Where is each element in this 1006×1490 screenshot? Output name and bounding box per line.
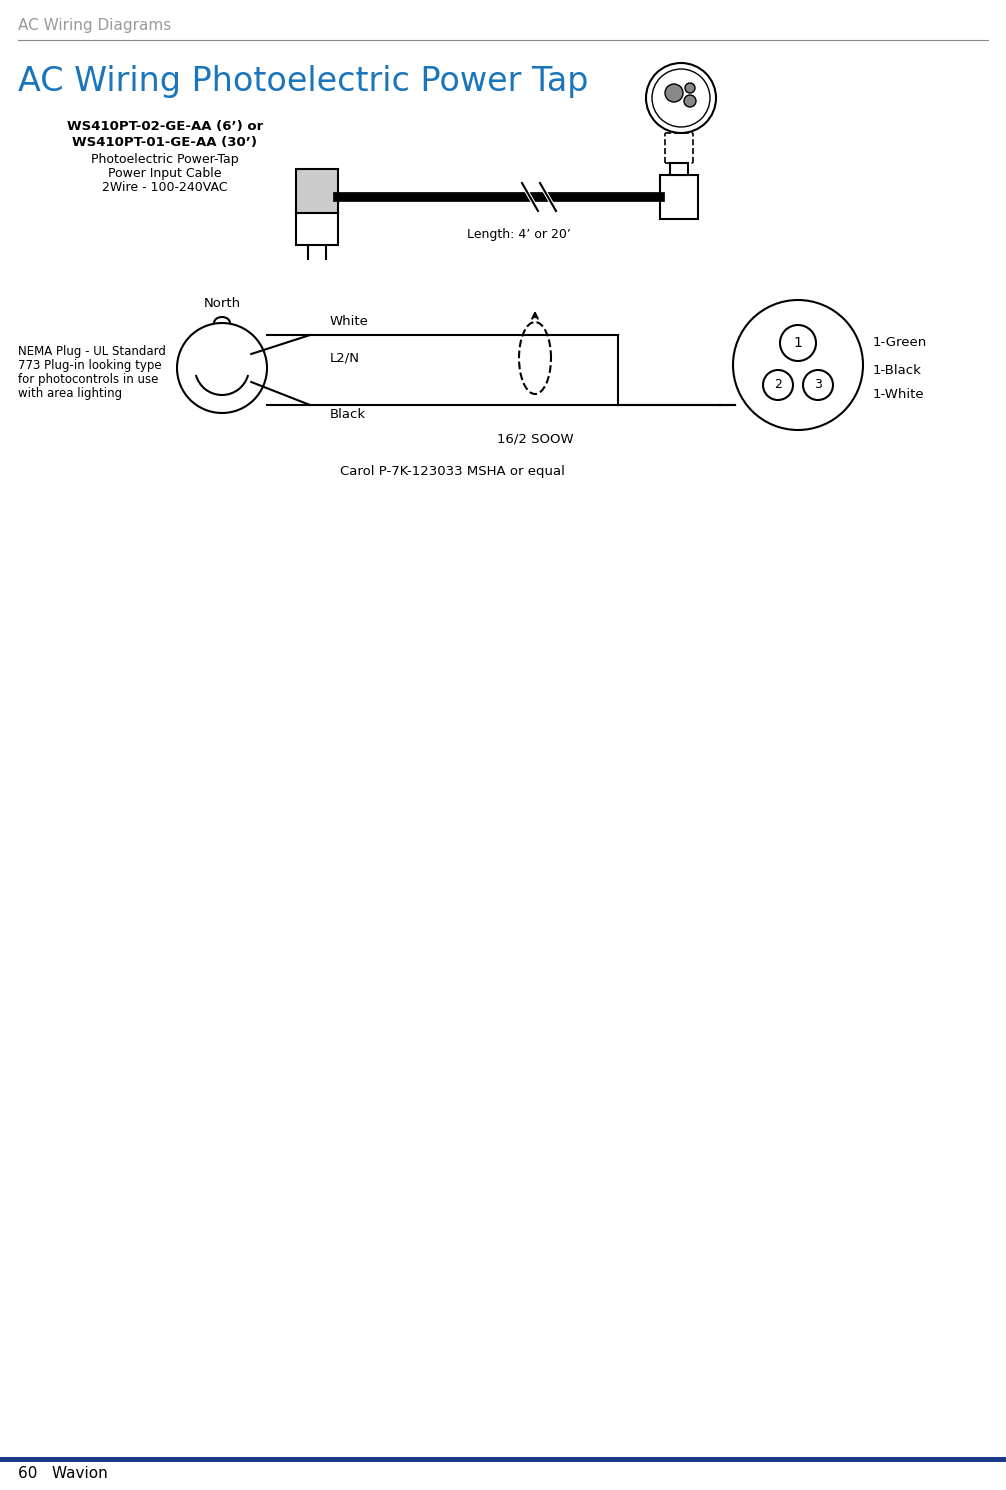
Circle shape	[646, 63, 716, 133]
Text: 2Wire - 100-240VAC: 2Wire - 100-240VAC	[103, 180, 227, 194]
Circle shape	[780, 325, 816, 361]
Text: 60   Wavion: 60 Wavion	[18, 1466, 108, 1481]
Text: 1-Black: 1-Black	[873, 364, 921, 377]
Text: 1-White: 1-White	[873, 389, 925, 401]
Text: 1: 1	[794, 337, 803, 350]
Text: North: North	[203, 297, 240, 310]
Bar	[296, 213, 338, 244]
Text: 16/2 SOOW: 16/2 SOOW	[497, 432, 573, 446]
Circle shape	[763, 370, 793, 399]
Text: Carol P-7K-123033 MSHA or equal: Carol P-7K-123033 MSHA or equal	[340, 465, 565, 478]
Text: AC Wiring Diagrams: AC Wiring Diagrams	[18, 18, 171, 33]
Text: Length: 4’ or 20’: Length: 4’ or 20’	[467, 228, 570, 241]
Circle shape	[665, 83, 683, 101]
Text: WS410PT-01-GE-AA (30’): WS410PT-01-GE-AA (30’)	[72, 136, 258, 149]
Text: for photocontrols in use: for photocontrols in use	[18, 372, 158, 386]
Text: Power Input Cable: Power Input Cable	[109, 167, 221, 180]
Text: 3: 3	[814, 378, 822, 392]
Text: 773 Plug-in looking type: 773 Plug-in looking type	[18, 359, 162, 372]
Bar	[670, 162, 688, 174]
Text: Black: Black	[330, 408, 366, 422]
Circle shape	[803, 370, 833, 399]
Text: WS410PT-02-GE-AA (6’) or: WS410PT-02-GE-AA (6’) or	[66, 121, 264, 133]
Text: White: White	[330, 314, 369, 328]
Bar	[660, 174, 698, 219]
Circle shape	[685, 83, 695, 92]
Text: with area lighting: with area lighting	[18, 387, 122, 399]
Circle shape	[652, 69, 710, 127]
Bar	[0, 1457, 1006, 1462]
Text: 1-Green: 1-Green	[873, 337, 928, 350]
Text: Photoelectric Power-Tap: Photoelectric Power-Tap	[92, 153, 238, 165]
Text: AC Wiring Photoelectric Power Tap: AC Wiring Photoelectric Power Tap	[18, 66, 589, 98]
Text: L2/N: L2/N	[330, 352, 360, 365]
Circle shape	[684, 95, 696, 107]
Circle shape	[733, 299, 863, 431]
Circle shape	[177, 323, 267, 413]
Text: NEMA Plug - UL Standard: NEMA Plug - UL Standard	[18, 346, 166, 358]
Bar	[296, 168, 338, 213]
Text: 2: 2	[774, 378, 782, 392]
